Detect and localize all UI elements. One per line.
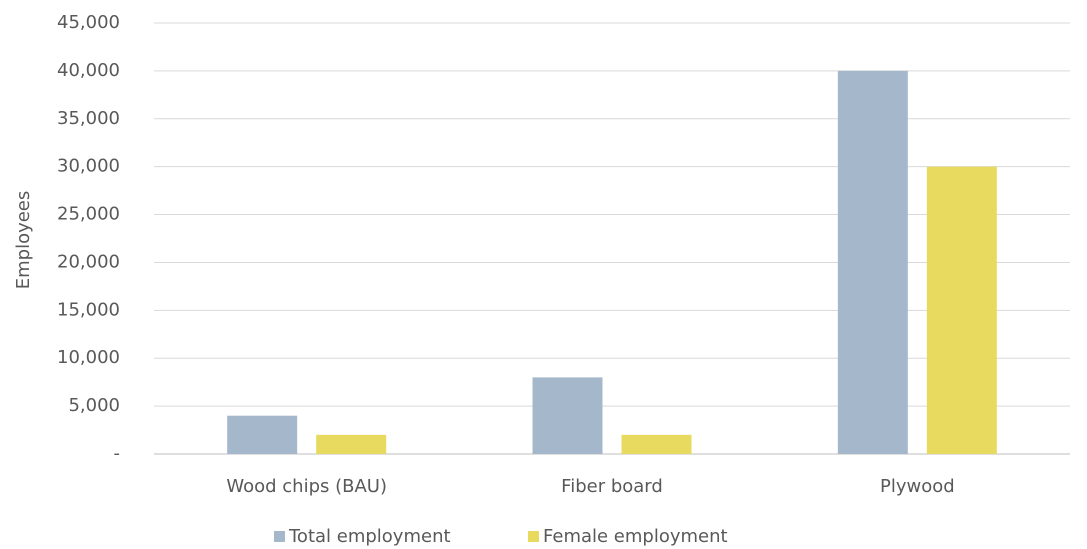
y-tick-label: 40,000 xyxy=(57,60,120,81)
bar xyxy=(837,70,908,454)
legend-swatch xyxy=(528,531,539,542)
legend-label: Female employment xyxy=(543,526,728,547)
y-tick-label: 25,000 xyxy=(57,204,120,225)
legend-label: Total employment xyxy=(288,526,451,547)
bar xyxy=(621,434,692,454)
x-tick-label: Fiber board xyxy=(561,476,663,497)
y-tick-label: 45,000 xyxy=(57,12,120,33)
y-tick-label: 15,000 xyxy=(57,299,120,320)
y-tick-label: 10,000 xyxy=(57,347,120,368)
y-axis-label: Employees xyxy=(13,191,34,290)
x-tick-label: Plywood xyxy=(880,476,955,497)
x-tick-label: Wood chips (BAU) xyxy=(226,476,387,497)
bar xyxy=(316,434,387,454)
y-tick-label: 35,000 xyxy=(57,108,120,129)
bar xyxy=(227,415,298,454)
y-tick-label: 30,000 xyxy=(57,156,120,177)
legend-swatch xyxy=(274,531,285,542)
y-tick-label: - xyxy=(114,443,121,464)
y-tick-label: 20,000 xyxy=(57,251,120,272)
bar xyxy=(532,377,603,454)
y-tick-label: 5,000 xyxy=(68,395,120,416)
bar xyxy=(926,166,997,454)
